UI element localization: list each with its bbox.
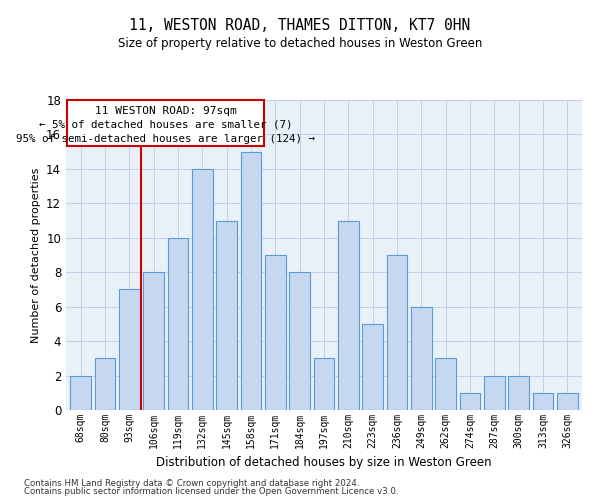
Text: 11 WESTON ROAD: 97sqm: 11 WESTON ROAD: 97sqm: [95, 106, 236, 116]
Text: 11, WESTON ROAD, THAMES DITTON, KT7 0HN: 11, WESTON ROAD, THAMES DITTON, KT7 0HN: [130, 18, 470, 32]
Bar: [265, 255, 286, 410]
Bar: [216, 220, 237, 410]
Text: Contains HM Land Registry data © Crown copyright and database right 2024.: Contains HM Land Registry data © Crown c…: [24, 478, 359, 488]
Bar: [338, 220, 359, 410]
Text: Contains public sector information licensed under the Open Government Licence v3: Contains public sector information licen…: [24, 487, 398, 496]
Bar: [362, 324, 383, 410]
Bar: [70, 376, 91, 410]
Bar: [95, 358, 115, 410]
Bar: [314, 358, 334, 410]
Bar: [533, 393, 553, 410]
Bar: [508, 376, 529, 410]
FancyBboxPatch shape: [67, 100, 265, 146]
Bar: [411, 306, 432, 410]
Bar: [192, 169, 212, 410]
Bar: [557, 393, 578, 410]
Bar: [289, 272, 310, 410]
Bar: [241, 152, 262, 410]
Bar: [119, 290, 140, 410]
Text: 95% of semi-detached houses are larger (124) →: 95% of semi-detached houses are larger (…: [16, 134, 315, 144]
Y-axis label: Number of detached properties: Number of detached properties: [31, 168, 41, 342]
Bar: [484, 376, 505, 410]
Text: ← 5% of detached houses are smaller (7): ← 5% of detached houses are smaller (7): [39, 120, 293, 130]
Bar: [143, 272, 164, 410]
Bar: [460, 393, 481, 410]
Bar: [167, 238, 188, 410]
Text: Size of property relative to detached houses in Weston Green: Size of property relative to detached ho…: [118, 38, 482, 51]
Bar: [386, 255, 407, 410]
X-axis label: Distribution of detached houses by size in Weston Green: Distribution of detached houses by size …: [156, 456, 492, 469]
Bar: [436, 358, 456, 410]
